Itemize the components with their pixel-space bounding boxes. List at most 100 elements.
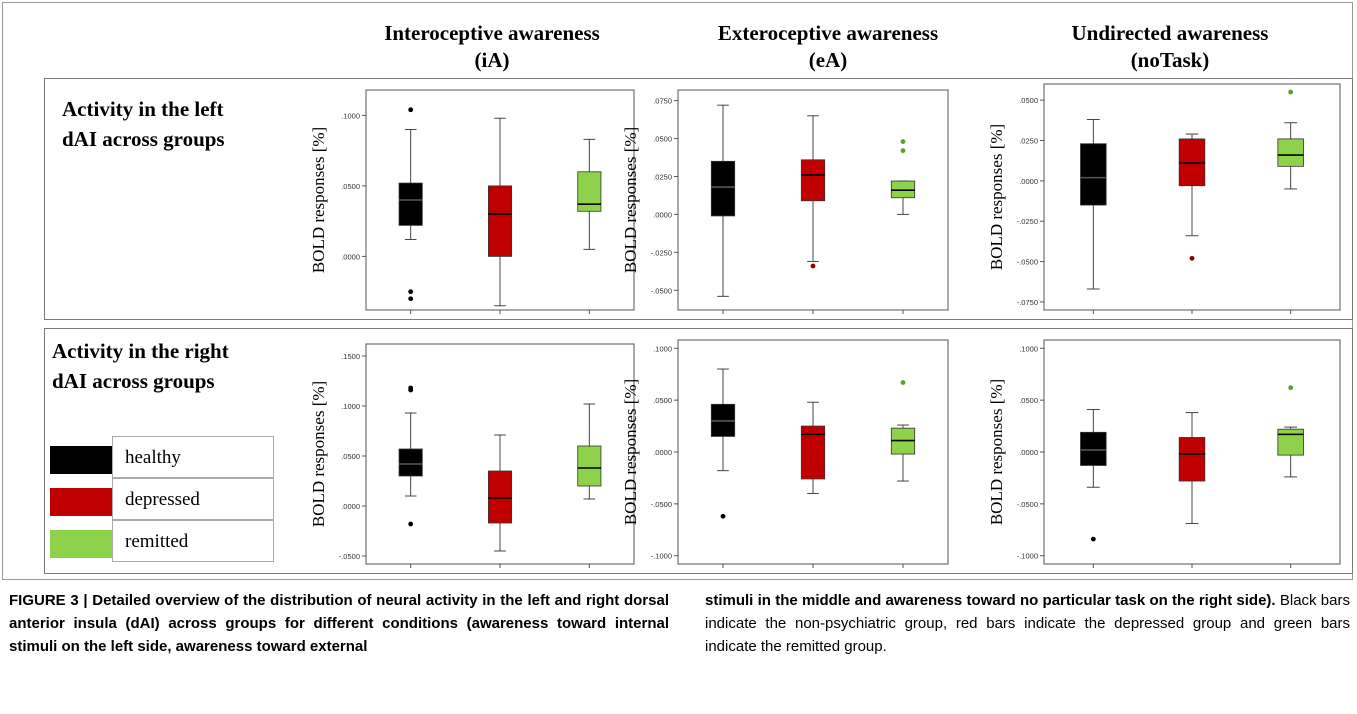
chart-panel-right-notask: BOLD responses [%] .1000 .0500 .0000 -.0500 -…: [984, 338, 1346, 573]
box-depressed: [487, 470, 513, 524]
y-tick-label: .0750: [653, 97, 672, 106]
box-remitted: [577, 171, 602, 212]
y-tick-label: .1000: [653, 344, 672, 353]
box-depressed: [1178, 138, 1206, 187]
box-depressed: [800, 159, 826, 202]
outlier-remitted: [900, 139, 906, 144]
y-tick-label: .1500: [341, 352, 360, 361]
box-remitted: [577, 445, 602, 487]
column-title-ea-line2: (eA): [808, 48, 848, 72]
y-tick-label: .0000: [341, 252, 360, 261]
legend-label-healthy: healthy: [112, 436, 274, 478]
outlier-remitted: [1288, 385, 1294, 391]
y-tick-label: -.0750: [1017, 298, 1038, 307]
y-tick-label: .0500: [341, 182, 360, 191]
y-tick-label: .0250: [1019, 137, 1038, 146]
outlier-healthy: [720, 513, 726, 519]
y-tick-label: .0500: [653, 135, 672, 144]
boxplot-right-ea: BOLD responses [%] .1000 .0500 .0000 -.0500 -…: [621, 339, 949, 568]
y-tick-label: -.0500: [651, 500, 672, 509]
box-healthy: [398, 182, 423, 226]
box-healthy: [398, 448, 423, 477]
y-axis-label: BOLD responses [%]: [987, 124, 1006, 270]
row-title-left-dai-line1: Activity in the left: [62, 97, 224, 121]
row-title-left-dai: Activity in the left dAI across groups: [62, 94, 225, 154]
y-tick-label: -.0250: [651, 248, 672, 257]
y-axis-label: BOLD responses [%]: [309, 381, 328, 527]
caption-bold-right: stimuli in the middle and awareness towa…: [705, 592, 1276, 609]
outlier-remitted: [1288, 89, 1294, 95]
outlier-healthy: [408, 385, 414, 391]
boxplot-left-ia: BOLD responses [%] .1000 .0500 .0000: [309, 89, 635, 314]
column-title-ea: Exteroceptive awareness (eA): [668, 20, 988, 74]
row-box-left-dai: [44, 78, 1353, 320]
y-tick-label: .0000: [1019, 177, 1038, 186]
column-title-ia: Interoceptive awareness (iA): [332, 20, 652, 74]
y-tick-label: .1000: [341, 402, 360, 411]
box-depressed: [1178, 437, 1206, 482]
y-tick-label: .0500: [341, 452, 360, 461]
y-tick-label: .0000: [653, 210, 672, 219]
caption-figure-label: FIGURE 3 |: [9, 592, 93, 609]
boxplot-left-ea: BOLD responses [%] .0750 .0500 .0250 .0000 -.…: [621, 89, 949, 314]
y-axis-label: BOLD responses [%]: [621, 379, 640, 525]
column-title-ea-line1: Exteroceptive awareness: [717, 21, 939, 45]
outlier-healthy: [408, 289, 414, 295]
chart-panel-right-ea: BOLD responses [%] .1000 .0500 .0000 -.0500 -…: [621, 338, 958, 573]
caption-bold-left: Detailed overview of the distribution of…: [9, 592, 669, 655]
chart-panel-left-ea: BOLD responses [%] .0750 .0500 .0250 .0000 -.…: [621, 86, 958, 319]
box-depressed: [800, 425, 826, 480]
boxplot-right-notask: BOLD responses [%] .1000 .0500 .0000 -.0500 -…: [987, 339, 1341, 568]
column-title-notask-line1: Undirected awareness: [1071, 21, 1269, 45]
column-title-notask-line2: (noTask): [1130, 48, 1210, 72]
row-title-left-dai-line2: dAI across groups: [62, 127, 225, 151]
outlier-healthy: [408, 521, 414, 527]
legend-label-depressed: depressed: [112, 478, 274, 520]
row-title-right-dai-line2: dAI across groups: [52, 369, 215, 393]
legend-item-remitted: remitted: [46, 520, 274, 564]
box-healthy: [1080, 143, 1107, 206]
y-tick-label: -.0500: [1017, 258, 1038, 267]
caption-right: stimuli in the middle and awareness towa…: [705, 589, 1350, 658]
chart-panel-left-ia: BOLD responses [%] .1000 .0500 .0000: [309, 86, 640, 319]
box-depressed: [487, 185, 513, 257]
y-tick-label: -.0250: [1017, 217, 1038, 226]
outlier-depressed: [810, 263, 816, 269]
legend-item-depressed: depressed: [46, 478, 274, 522]
y-tick-label: -.0500: [1017, 500, 1038, 509]
outlier-healthy: [408, 296, 414, 302]
outlier-depressed: [1189, 255, 1195, 261]
column-title-ia-line2: (iA): [474, 48, 510, 72]
caption-normal-text: Black bars indicate the non-psychiatric …: [705, 592, 1350, 655]
chart-panel-right-ia: BOLD responses [%] .1500 .1000 .0500 .0000 -.…: [309, 340, 640, 573]
y-tick-label: .0500: [653, 396, 672, 405]
y-axis-label: BOLD responses [%]: [621, 127, 640, 273]
row-title-right-dai: Activity in the right dAI across groups: [52, 336, 229, 396]
chart-panel-left-notask: BOLD responses [%] .0500 .0250 .0000 -.0250 -…: [984, 82, 1346, 319]
box-healthy: [1080, 431, 1107, 466]
outlier-remitted: [900, 148, 906, 154]
y-tick-label: .1000: [1019, 344, 1038, 353]
legend-item-healthy: healthy: [46, 436, 274, 480]
y-tick-label: .0500: [1019, 96, 1038, 105]
y-tick-label: -.1000: [651, 552, 672, 561]
legend-swatch-remitted: [50, 530, 112, 558]
y-axis-label: BOLD responses [%]: [987, 379, 1006, 525]
outlier-healthy: [1090, 536, 1096, 542]
y-axis-label: BOLD responses [%]: [309, 127, 328, 273]
y-tick-label: -.0500: [651, 286, 672, 295]
outlier-healthy: [408, 107, 414, 113]
boxplot-right-ia: BOLD responses [%] .1500 .1000 .0500 .0000 -.…: [309, 343, 635, 568]
column-title-notask: Undirected awareness (noTask): [1010, 20, 1330, 74]
boxplot-left-notask: BOLD responses [%] .0500 .0250 .0000 -.0250 -…: [987, 83, 1341, 314]
outlier-remitted: [900, 380, 906, 385]
y-tick-label: .0000: [653, 448, 672, 457]
legend-swatch-healthy: [50, 446, 112, 474]
box-remitted: [1277, 428, 1304, 456]
legend-swatch-depressed: [50, 488, 112, 516]
box-healthy: [710, 160, 736, 217]
y-tick-label: .0000: [1019, 448, 1038, 457]
row-box-right-dai: [44, 328, 1353, 574]
column-title-ia-line1: Interoceptive awareness: [384, 21, 600, 45]
box-remitted: [1277, 138, 1304, 167]
